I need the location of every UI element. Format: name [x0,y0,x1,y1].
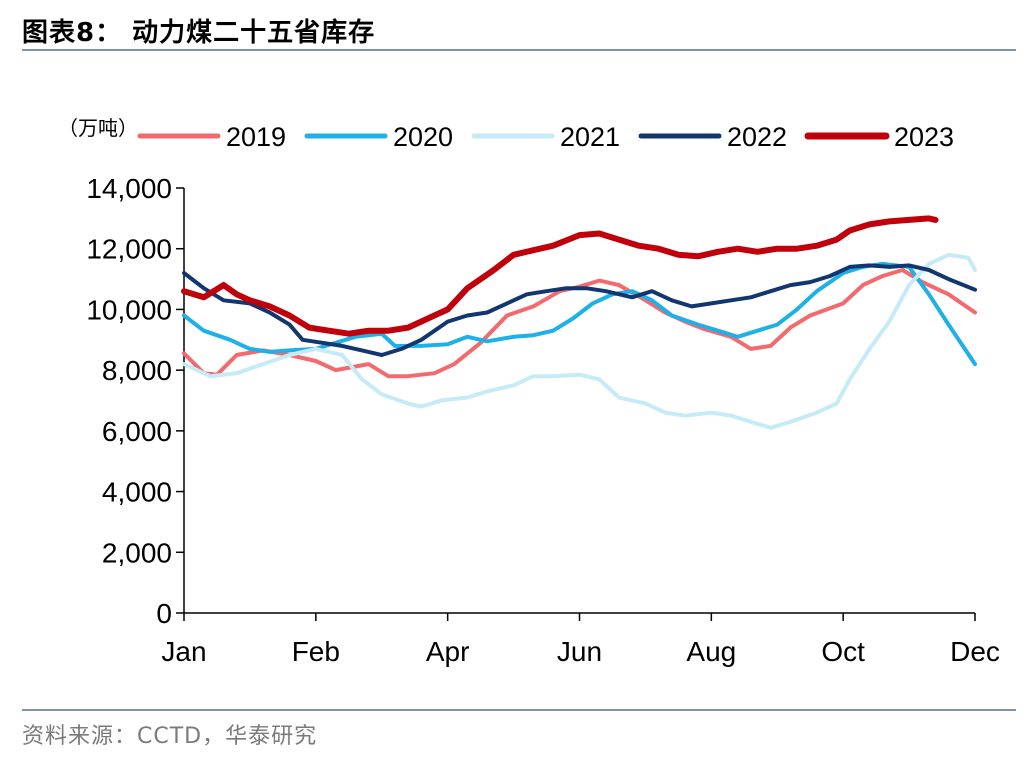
x-tick-label: Aug [686,636,736,667]
bottom-divider [22,709,1016,711]
y-tick-label: 6,000 [102,416,172,447]
y-tick-label: 0 [156,598,172,629]
series-layer [181,215,977,430]
x-tick-label: Apr [426,636,470,667]
series-line-2022 [182,263,977,357]
legend-label: 2023 [894,122,954,152]
line-chart: （万吨） 2019 2020 2021 2022 2023 0 2,000 4,000 6,0… [58,117,1000,667]
y-tick-label: 10,000 [86,294,172,325]
top-divider [22,49,1016,51]
x-tick-label: Oct [821,636,865,667]
x-tick-label: Feb [292,636,340,667]
legend-label: 2020 [393,122,453,152]
legend-item-2022: 2022 [638,122,787,152]
legend-label: 2022 [727,122,787,152]
legend-label: 2019 [226,122,286,152]
source-note: 资料来源：CCTD，华泰研究 [22,724,318,749]
legend-item-2021: 2021 [471,122,620,152]
y-tick-label: 12,000 [86,234,172,265]
axes: 0 2,000 4,000 6,000 8,000 10,000 12,000 14,000 J… [86,173,1000,667]
series-line-2021 [182,252,977,430]
y-tick-label: 8,000 [102,355,172,386]
y-tick-label: 2,000 [102,537,172,568]
series-line-2019 [182,268,977,379]
y-tick-label: 14,000 [86,173,172,204]
x-tick-label: Dec [950,636,1000,667]
legend-item-2020: 2020 [304,122,453,152]
series-line-2020 [182,261,977,367]
x-tick-label: Jan [161,636,206,667]
legend: 2019 2020 2021 2022 2023 [137,122,954,152]
y-tick-label: 4,000 [102,477,172,508]
legend-item-2023: 2023 [804,122,954,152]
x-tick-label: Jun [557,636,602,667]
legend-label: 2021 [560,122,620,152]
y-axis-unit-label: （万吨） [58,117,138,140]
legend-item-2019: 2019 [137,122,286,152]
figure-title: 图表8： 动力煤二十五省库存 [22,18,376,48]
series-line-2023 [181,215,939,337]
